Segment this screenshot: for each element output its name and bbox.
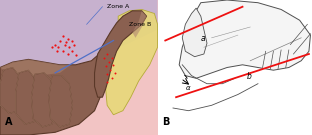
Polygon shape [0, 0, 158, 84]
Polygon shape [0, 59, 71, 76]
Polygon shape [49, 76, 72, 127]
Polygon shape [0, 0, 158, 135]
Polygon shape [16, 70, 38, 124]
Polygon shape [179, 0, 310, 78]
Polygon shape [0, 68, 22, 113]
Text: b: b [247, 72, 252, 81]
Text: B: B [162, 117, 169, 127]
Text: Zone A: Zone A [107, 4, 129, 9]
Polygon shape [105, 9, 158, 115]
Polygon shape [182, 8, 207, 57]
Polygon shape [95, 11, 147, 97]
Text: A: A [5, 117, 12, 127]
Text: a: a [201, 34, 205, 43]
Text: Zone B: Zone B [129, 22, 151, 27]
Polygon shape [0, 51, 110, 135]
Polygon shape [132, 11, 147, 38]
Polygon shape [32, 73, 55, 127]
Text: α: α [185, 85, 190, 91]
